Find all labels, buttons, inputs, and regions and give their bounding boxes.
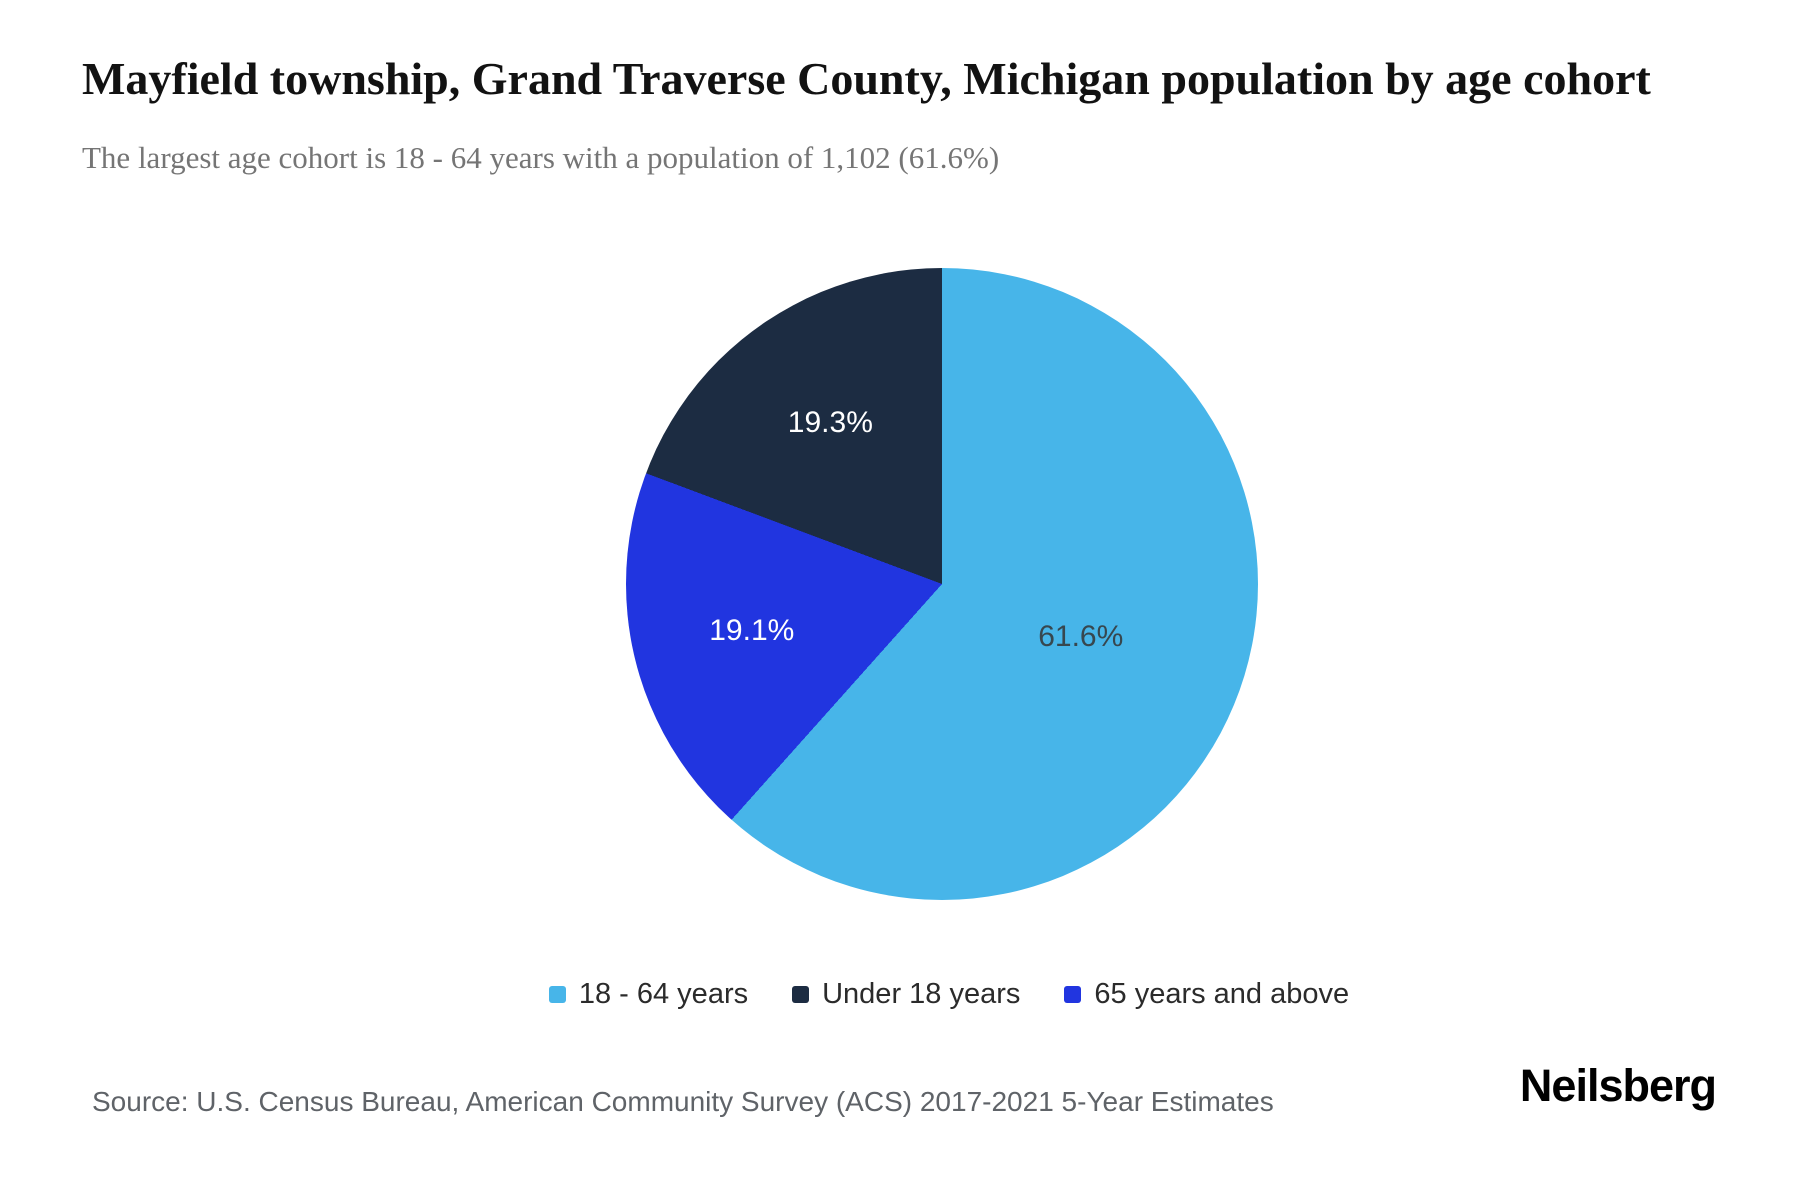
chart-subtitle: The largest age cohort is 18 - 64 years … [82,140,1000,175]
legend-label: 18 - 64 years [578,978,749,1010]
chart-title: Mayfield township, Grand Traverse County… [82,53,1651,104]
source-text: Source: U.S. Census Bureau, American Com… [92,1086,1274,1117]
legend-item[interactable]: 65 years and above [1064,978,1349,1011]
chart-legend: 18 - 64 years Under 18 years 65 years and … [49,978,1800,1011]
legend-swatch-icon [1064,986,1082,1003]
pie-slice-label: 61.6% [1038,619,1124,653]
legend-swatch-icon [792,986,810,1003]
brand-logo: Neilsberg [1519,1060,1717,1111]
legend-label: Under 18 years [822,978,1021,1010]
pie-slice-label: 19.3% [787,406,873,439]
legend-swatch-icon [548,986,566,1003]
pie-chart: 61.6% 19.1% 19.3% [626,268,1258,900]
pie-slice-label: 19.1% [709,613,795,647]
legend-label: 65 years and above [1094,978,1350,1010]
legend-item[interactable]: Under 18 years [792,978,1020,1011]
legend-item[interactable]: 18 - 64 years [548,978,749,1011]
